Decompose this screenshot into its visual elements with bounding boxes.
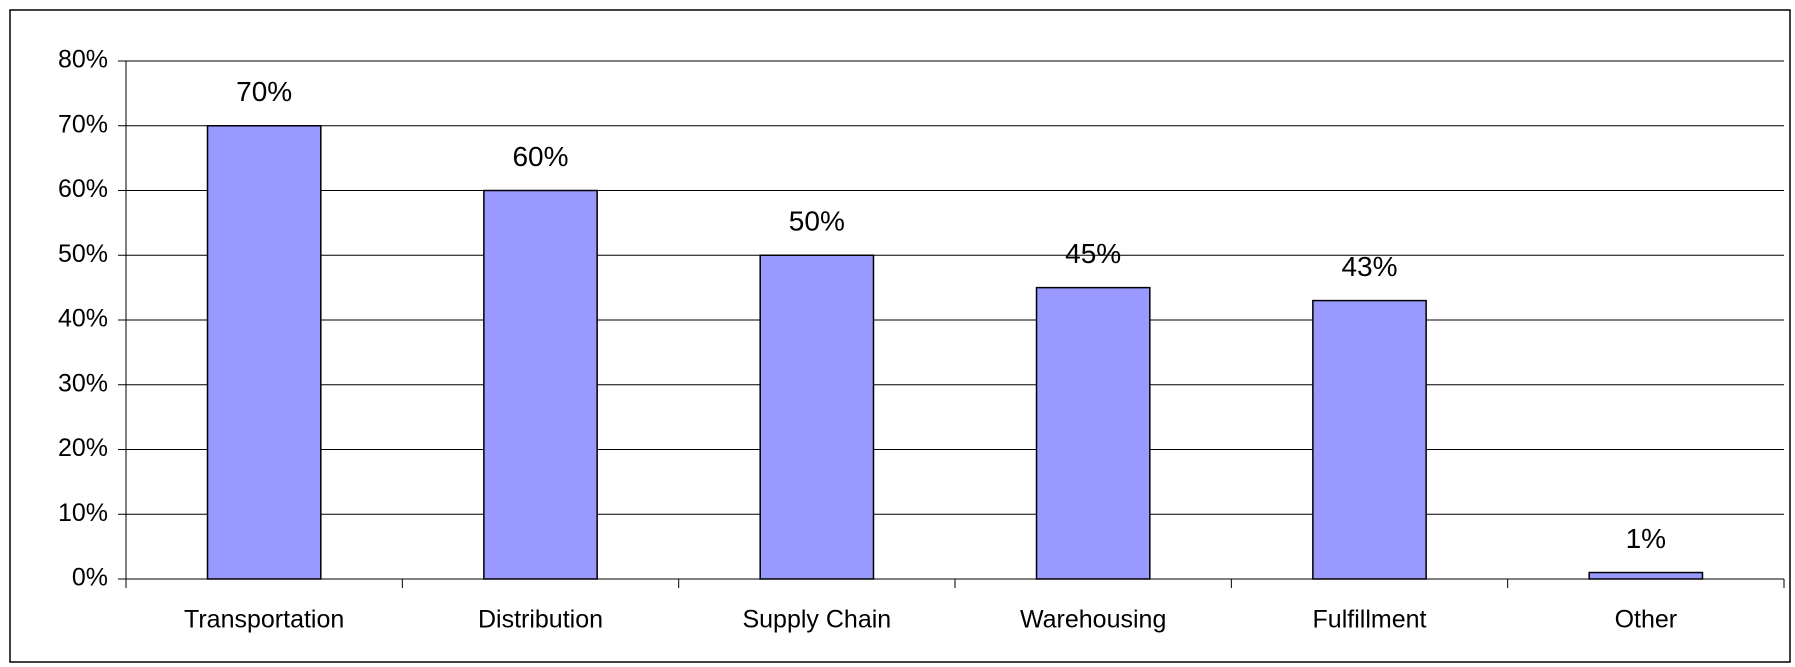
data-label: 1% [1626,523,1666,554]
x-tick-label: Other [1615,606,1678,634]
data-label: 70% [236,76,292,107]
data-label: 50% [789,206,845,237]
y-tick-label: 50% [58,240,108,268]
x-tick-label: Warehousing [1020,606,1166,634]
bar [206,125,322,580]
bar [1035,286,1151,580]
y-tick-label: 0% [72,564,108,592]
y-tick-label: 60% [58,175,108,203]
x-tick-label: Fulfillment [1313,606,1427,634]
data-label: 60% [512,141,568,172]
bar [759,254,875,580]
x-tick-label: Transportation [184,606,344,634]
x-tick-label: Distribution [478,606,603,634]
data-label: 43% [1341,251,1397,282]
bar [1588,571,1704,580]
x-tick-label: Supply Chain [742,606,891,634]
bar [483,189,598,580]
y-tick-label: 20% [58,434,108,462]
y-tick-label: 10% [58,499,108,527]
y-tick-label: 40% [58,305,108,333]
y-tick-label: 30% [58,369,108,397]
y-tick-label: 70% [58,110,108,138]
y-tick-label: 80% [58,46,108,74]
data-label: 45% [1065,238,1121,269]
bar [1312,299,1427,580]
